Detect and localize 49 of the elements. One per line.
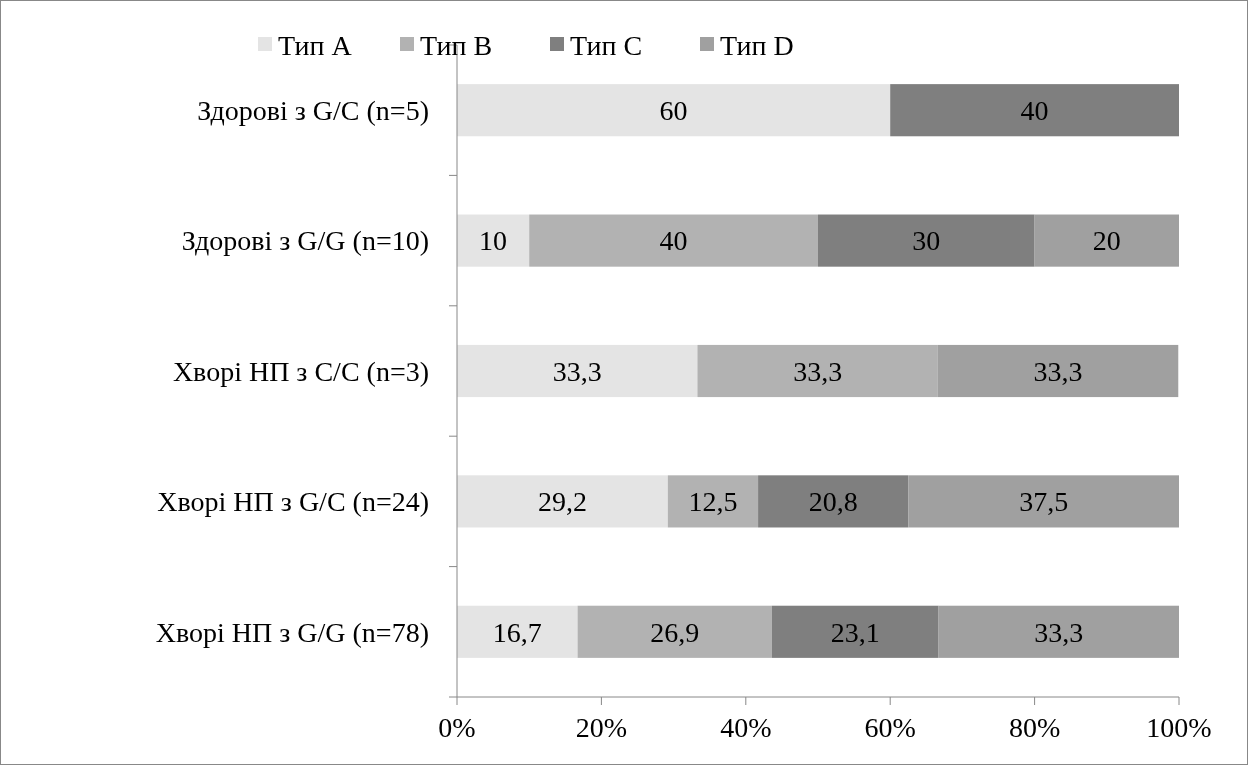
- data-label: 40: [1020, 95, 1049, 126]
- data-label: 37,5: [1019, 486, 1069, 518]
- bar: [457, 84, 891, 137]
- bar: [818, 214, 1035, 267]
- x-tick-label: 60%: [864, 712, 916, 743]
- bar: [890, 84, 1179, 137]
- data-label: 29,2: [537, 486, 587, 518]
- y-tick-label: Здорові з G/G (n=10): [181, 225, 429, 257]
- data-label: 20,8: [808, 486, 858, 518]
- x-tick-label: 20%: [575, 712, 628, 743]
- data-label: 60: [659, 95, 688, 126]
- legend-label: Тип A: [278, 29, 353, 61]
- y-tick-label: Хворі НП з G/C (n=24): [157, 486, 429, 518]
- y-tick-label: Хворі НП з G/G (n=78): [155, 616, 429, 648]
- data-label: 33,3: [793, 355, 843, 387]
- bar: [771, 605, 939, 658]
- x-tick-label: 100%: [1146, 712, 1212, 743]
- bar: [938, 605, 1179, 658]
- bar: [1034, 214, 1179, 267]
- bar: [457, 475, 668, 528]
- bar: [577, 605, 772, 658]
- bar: [457, 214, 530, 267]
- data-label: 40: [659, 225, 688, 257]
- data-label: 10: [479, 225, 508, 257]
- data-label: 20: [1092, 225, 1121, 257]
- data-label: 16,7: [492, 616, 542, 648]
- bar: [758, 475, 909, 528]
- bar: [908, 475, 1179, 528]
- bar: [457, 344, 698, 398]
- data-label: 33,3: [1033, 355, 1083, 387]
- data-label: 26,9: [650, 616, 700, 648]
- data-label: 23,1: [830, 616, 880, 648]
- y-tick-label: Хворі НП з C/C (n=3): [172, 355, 429, 387]
- y-tick-label: Здорові з G/C (n=5): [197, 95, 429, 126]
- bar: [529, 214, 818, 267]
- x-tick-label: 0%: [438, 712, 476, 743]
- x-tick-label: 40%: [720, 712, 772, 743]
- data-label: 30: [912, 225, 941, 257]
- legend-label: Тип B: [420, 29, 493, 61]
- data-label: 12,5: [688, 486, 738, 518]
- bar: [667, 475, 759, 528]
- data-label: 33,3: [552, 355, 602, 387]
- bar: [697, 344, 938, 398]
- bar: [457, 605, 578, 658]
- data-label: 33,3: [1034, 616, 1084, 648]
- legend-label: Тип C: [570, 29, 643, 61]
- legend-label: Тип D: [720, 29, 794, 61]
- x-tick-label: 80%: [1008, 712, 1061, 743]
- bar: [937, 344, 1179, 398]
